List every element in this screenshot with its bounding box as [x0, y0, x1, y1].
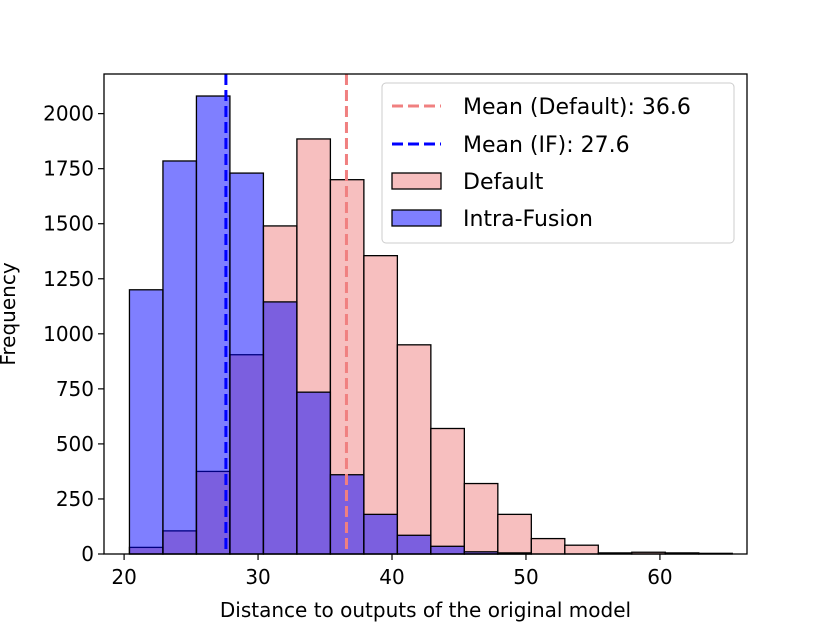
y-tick-label: 250 — [56, 487, 94, 511]
legend-label-default: Default — [463, 170, 544, 195]
legend-frame — [381, 82, 735, 244]
x-tick-label: 20 — [111, 565, 136, 589]
bar-intra-fusion-7 — [363, 513, 399, 555]
bar-default-11 — [497, 513, 532, 555]
bar-default-8 — [396, 344, 432, 555]
y-tick-label: 1750 — [43, 157, 94, 181]
y-axis-title: Frequency — [0, 262, 20, 365]
legend-swatch-default — [391, 172, 442, 190]
x-tick-label: 60 — [647, 565, 672, 589]
bar-intra-fusion-9 — [430, 545, 465, 555]
legend-label-mean-if: Mean (IF): 27.6 — [463, 133, 630, 158]
y-tick-label: 0 — [81, 542, 94, 566]
y-axis-ticks: 0 250 500 750 1000 1250 1500 1750 2000 — [43, 102, 104, 566]
y-tick-label: 2000 — [43, 102, 94, 126]
bars-layer — [128, 95, 733, 555]
x-tick-label: 40 — [379, 565, 404, 589]
y-tick-label: 500 — [56, 432, 94, 456]
bar-default-9 — [430, 427, 465, 555]
bar-default-7 — [363, 255, 399, 555]
mean-lines-layer — [224, 74, 348, 554]
y-tick-label: 1250 — [43, 267, 94, 291]
bar-intra-fusion-0 — [128, 289, 164, 555]
bar-intra-fusion-4 — [262, 301, 298, 555]
y-tick-label: 1000 — [43, 322, 94, 346]
y-tick-label: 750 — [56, 377, 94, 401]
bar-intra-fusion-2 — [195, 95, 231, 555]
x-tick-label: 50 — [513, 565, 538, 589]
bar-default-13 — [564, 544, 599, 555]
legend-swatch-intra-fusion — [391, 209, 442, 227]
plot-frame — [103, 73, 748, 555]
bar-intra-fusion-3 — [229, 172, 265, 555]
bar-intra-fusion-5 — [296, 391, 332, 555]
bar-default-10 — [463, 482, 499, 555]
x-axis-title: Distance to outputs of the original mode… — [220, 598, 631, 622]
legend-label-intra-fusion: Intra-Fusion — [463, 207, 593, 232]
legend: Mean (Default): 36.6 Mean (IF): 27.6 Def… — [381, 82, 735, 244]
bar-default-12 — [530, 537, 566, 555]
x-tick-label: 30 — [245, 565, 270, 589]
y-tick-label: 1500 — [43, 212, 94, 236]
x-axis-ticks: 20 30 40 50 60 — [111, 554, 673, 589]
legend-label-mean-default: Mean (Default): 36.6 — [463, 95, 691, 120]
bar-intra-fusion-8 — [396, 534, 432, 555]
bar-intra-fusion-1 — [162, 160, 198, 555]
